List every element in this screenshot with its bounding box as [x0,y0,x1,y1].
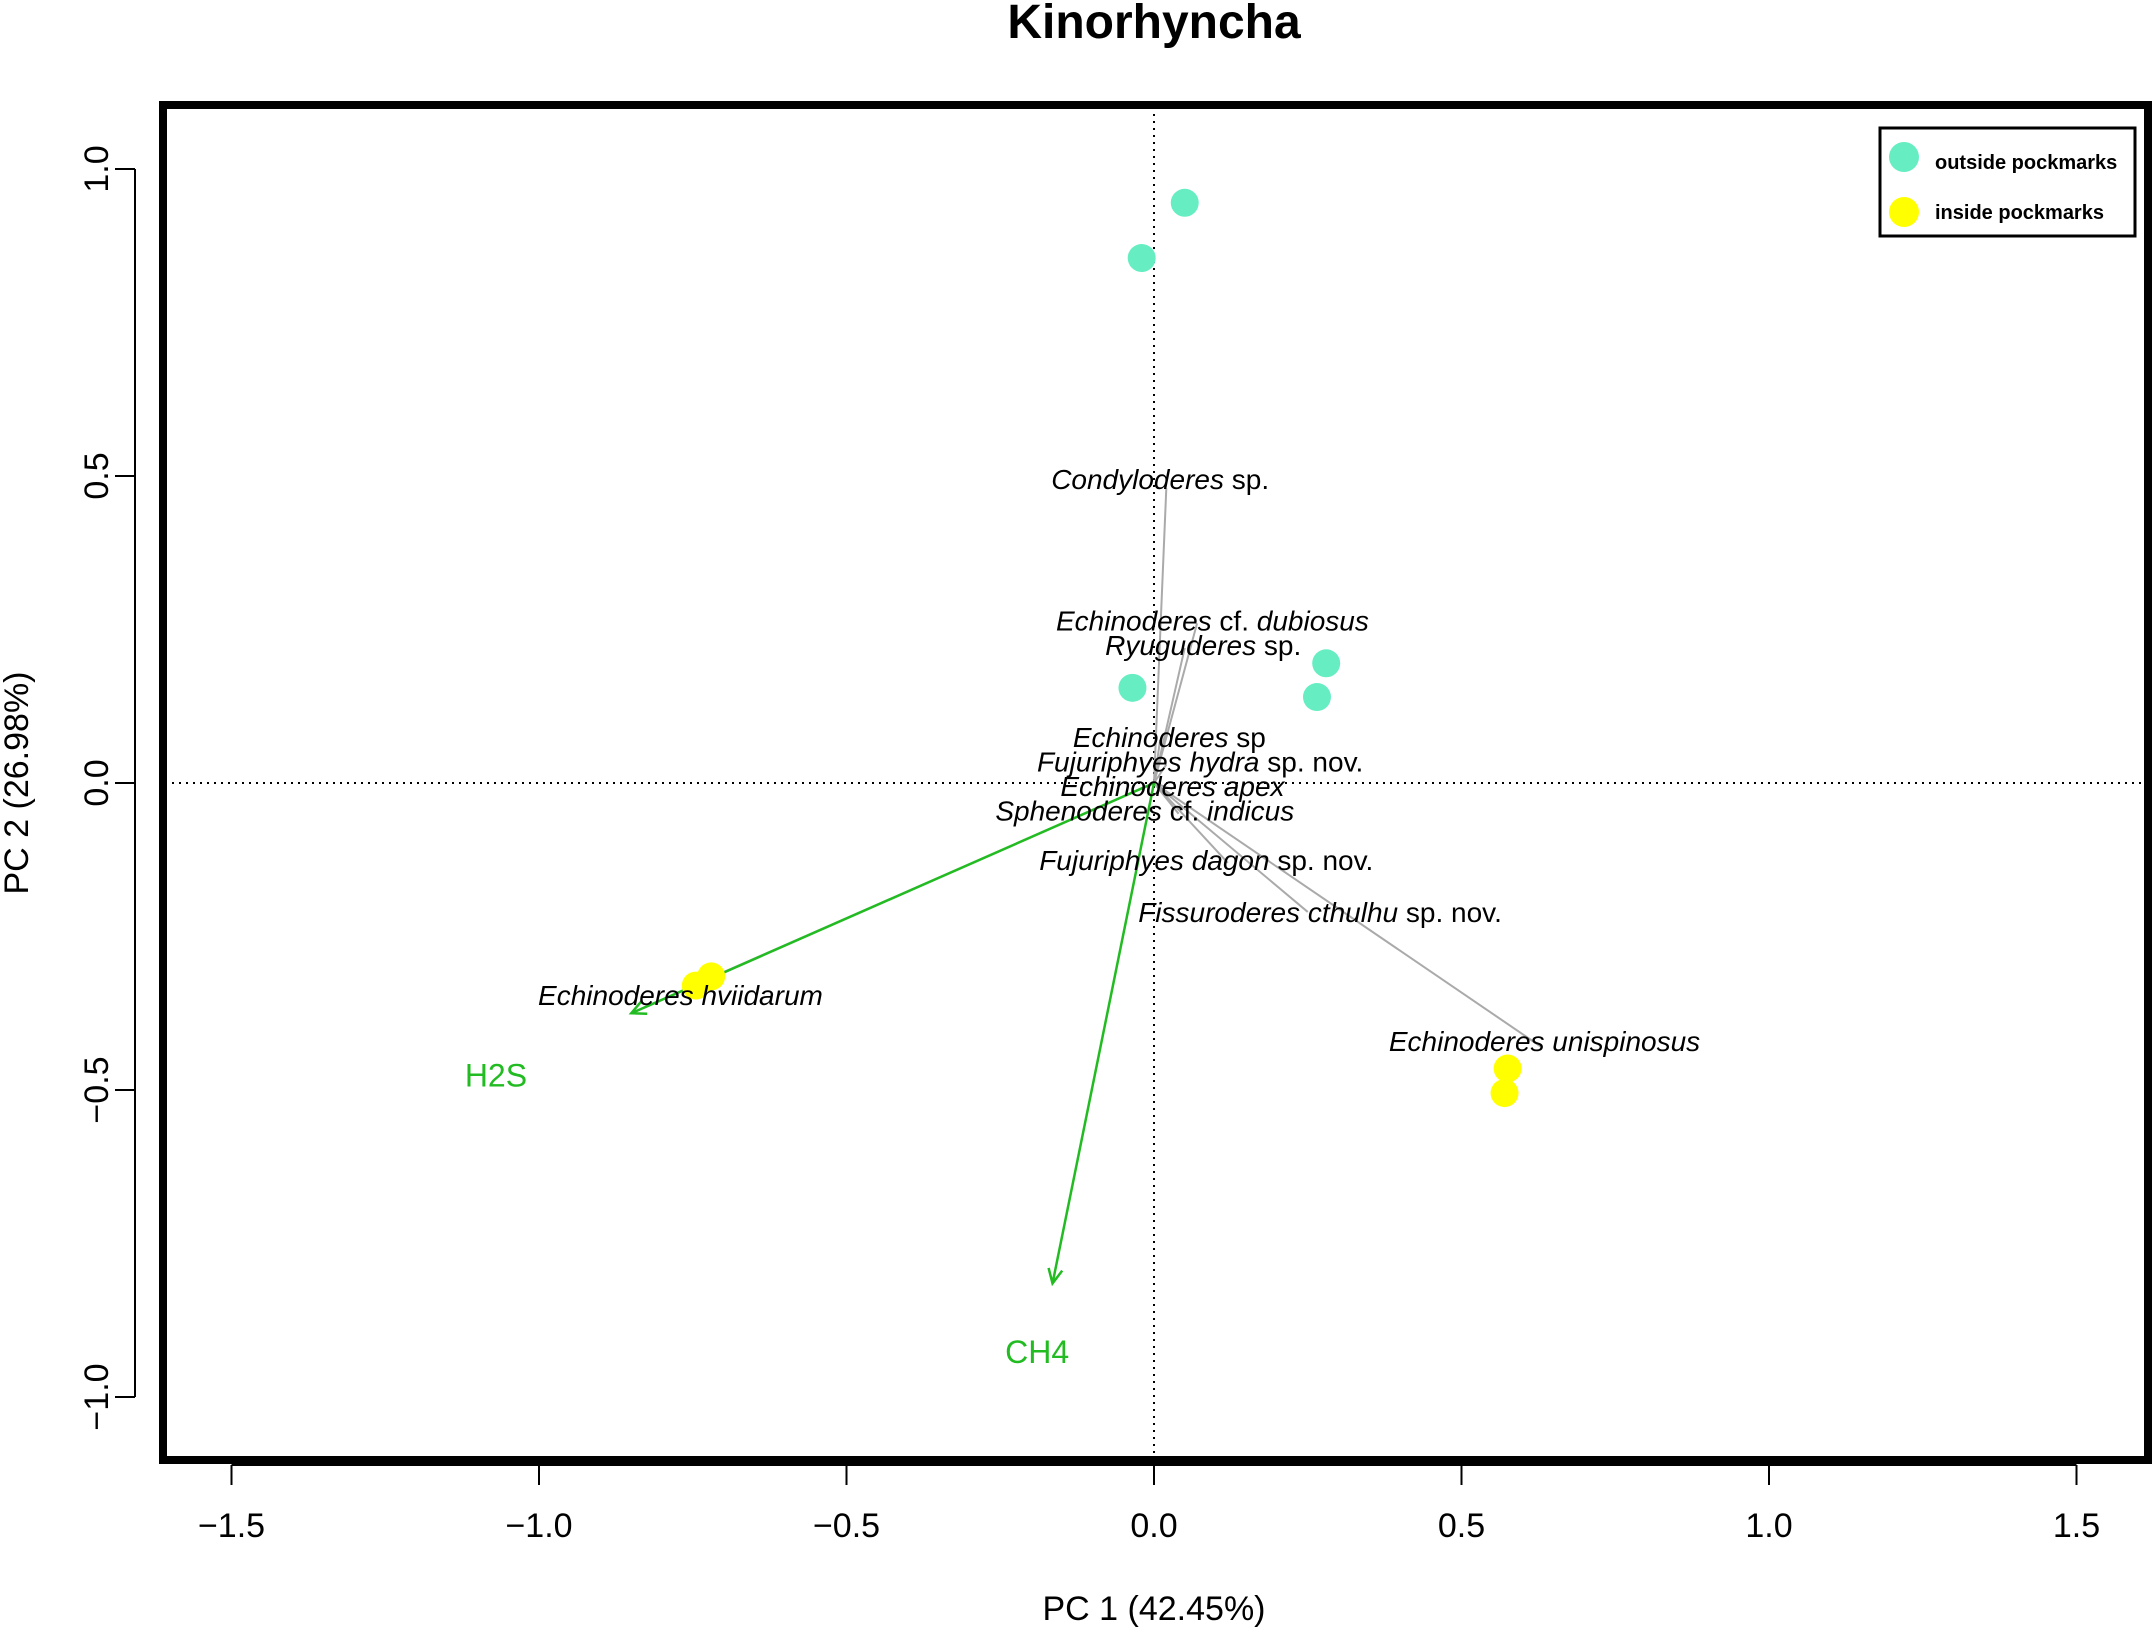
data-point-outside [1127,244,1156,273]
y-axis: 1.0 0.5 0.0 −0.5 −1.0 [78,145,136,1431]
x-tick-label: −0.5 [813,1507,880,1545]
species-vector [1153,739,1162,784]
species-vector [1153,647,1186,784]
reference-lines [165,107,2146,1458]
chart-title: Kinorhyncha [1007,0,1301,49]
species-label: Condyloderes sp. [1051,464,1269,495]
data-point-inside [1493,1054,1522,1083]
species-vector [1153,764,1168,784]
environmental-labels: H2S CH4 [465,1058,1069,1370]
species-label: Echinoderes cf. dubiosus [1056,605,1369,636]
env-label-ch4: CH4 [1005,1334,1069,1370]
env-vector-arrowhead-ch4 [1047,1267,1064,1287]
x-axis: −1.5 −1.0 −0.5 0.0 0.5 1.0 1.5 [198,1464,2100,1545]
species-vector [1153,488,1168,784]
species-label: Fujuriphyes hydra sp. nov. [1037,747,1363,778]
x-tick-label: 0.5 [1438,1507,1485,1545]
data-point-inside [1490,1079,1519,1108]
y-tick-label: 0.0 [78,759,116,806]
species-label: Echinoderes apex [1060,771,1285,802]
env-vector-arrowhead-h2s [628,1000,648,1016]
species-vector [1153,623,1199,784]
data-point-outside [1118,673,1147,702]
legend: outside pockmarks inside pockmarks [1878,126,2137,238]
data-point-outside [1302,683,1331,712]
legend-label-outside: outside pockmarks [1935,152,2117,174]
x-axis-label: PC 1 (42.45%) [1043,1590,1266,1628]
species-label: Sphenoderes cf. indicus [995,796,1294,827]
y-tick-label: 0.5 [78,452,116,499]
legend-box [1878,126,2137,238]
data-point-outside [1312,649,1341,678]
legend-marker-outside [1889,142,1919,172]
species-vector [1153,782,1229,864]
env-label-h2s: H2S [465,1058,527,1094]
species-labels: Condyloderes sp. Echinoderes cf. dubiosus… [538,464,1700,1057]
species-label: Ryuguderes sp. [1105,630,1301,661]
legend-label-inside: inside pockmarks [1935,202,2104,224]
y-tick-label: −1.0 [78,1363,116,1430]
x-tick-label: 1.5 [2053,1507,2100,1545]
env-vector-ch4 [1051,782,1156,1284]
species-label: Echinoderes hviidarum [538,980,823,1011]
species-vector [1153,782,1309,913]
x-tick-label: 0.0 [1130,1507,1177,1545]
y-tick-label: −0.5 [78,1056,116,1123]
y-tick-label: 1.0 [78,145,116,192]
x-tick-label: 1.0 [1745,1507,1792,1545]
x-tick-label: −1.5 [198,1507,265,1545]
legend-marker-inside [1889,197,1919,227]
x-tick-label: −1.0 [505,1507,572,1545]
sample-points [681,188,1522,1108]
data-point-outside [1170,188,1199,217]
species-label: Echinoderes sp [1073,722,1266,753]
y-axis-label: PC 2 (26.98%) [0,672,36,895]
species-label: Echinoderes unispinosus [1389,1026,1700,1057]
data-point-inside [697,962,726,991]
species-vector [1153,782,1543,1048]
species-label: Fujuriphyes dagon sp. nov. [1039,845,1373,876]
species-label: Fissuroderes cthulhu sp. nov. [1138,897,1502,928]
